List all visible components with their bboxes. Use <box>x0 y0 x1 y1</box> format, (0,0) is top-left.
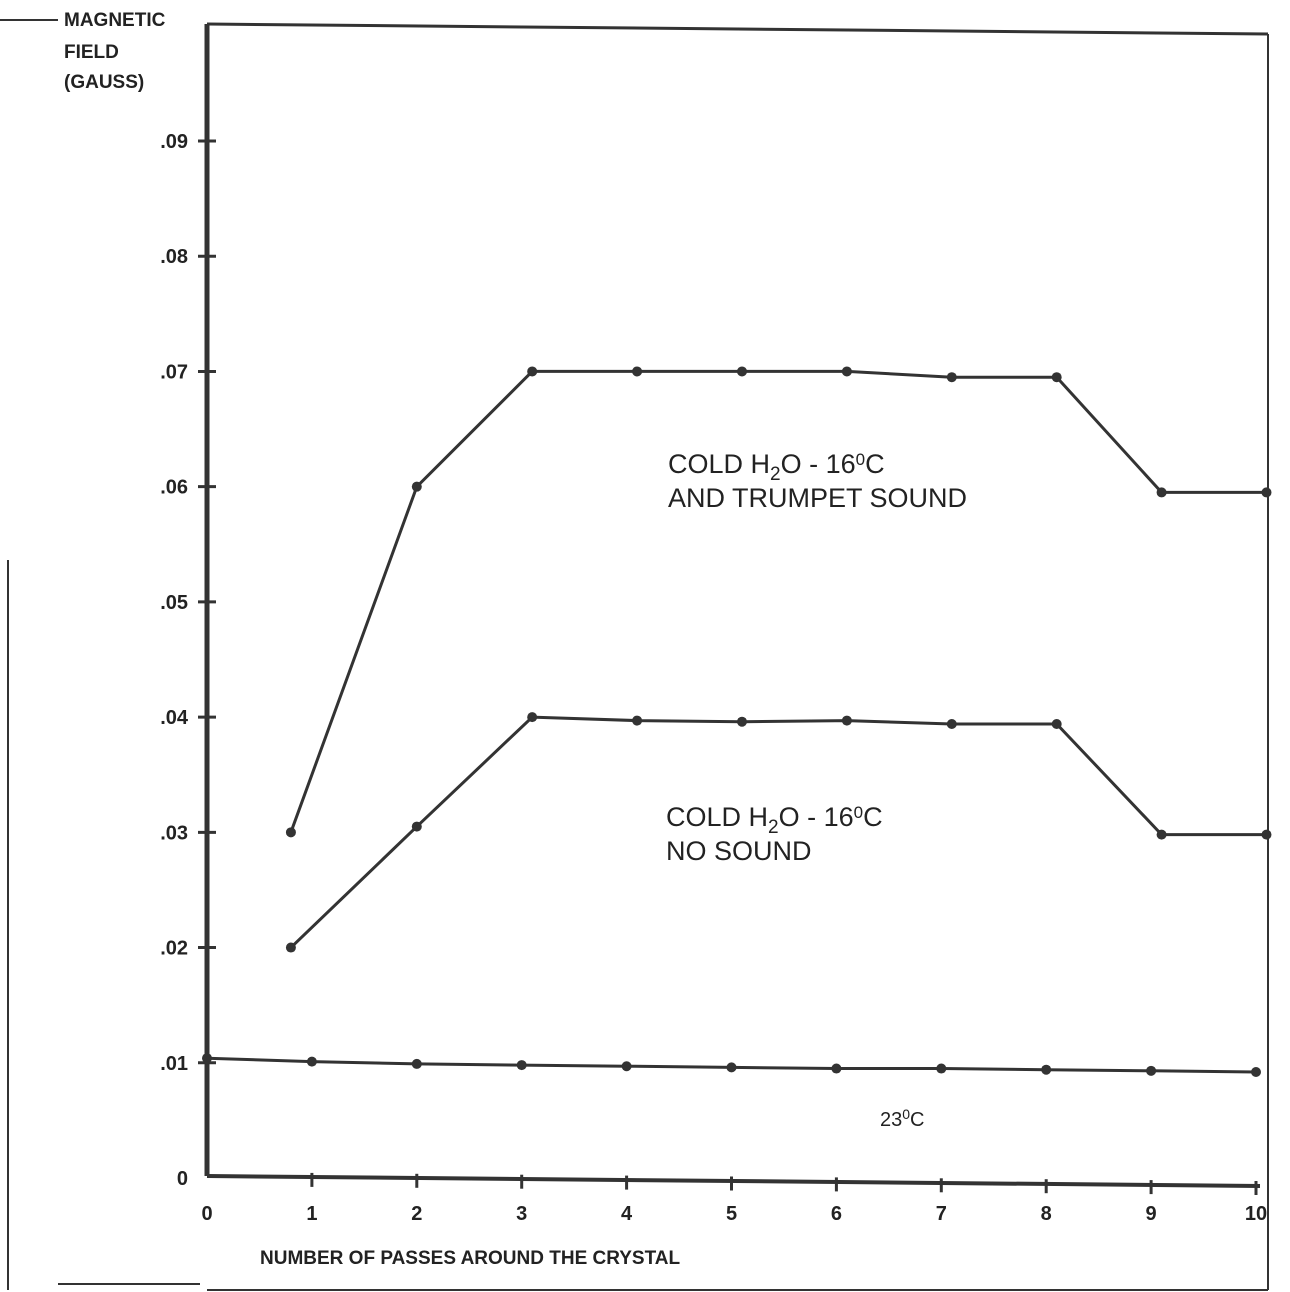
series-2-annotation-line-2: NO SOUND <box>666 836 812 866</box>
series-2-point <box>285 942 296 953</box>
series-1-point <box>736 366 747 377</box>
x-tick-label: 8 <box>1041 1203 1052 1225</box>
series-3-point <box>936 1063 947 1074</box>
x-tick-label: 10 <box>1245 1203 1267 1225</box>
y-tick-label: .09 <box>160 131 188 153</box>
series-3-point <box>516 1060 527 1071</box>
series-2-point <box>1051 719 1062 730</box>
series-2-point <box>1156 829 1167 840</box>
x-tick-label: 2 <box>411 1203 422 1225</box>
series-1-point <box>1156 487 1167 498</box>
x-tick-label: 5 <box>726 1203 737 1225</box>
series-1-point <box>841 366 852 377</box>
series-2-annotation-part-1: COLD H <box>666 802 768 832</box>
series-1-annotation: COLD H2O - 160C <box>668 449 885 485</box>
series-3-point <box>411 1058 422 1069</box>
series-2-line <box>289 715 1267 949</box>
y-tick-label: .06 <box>160 477 188 499</box>
series-3-point <box>202 1053 212 1064</box>
series-1-annotation-part-3: C <box>865 449 885 479</box>
x-tick-label: 3 <box>516 1203 527 1225</box>
series-1-point <box>1051 372 1062 383</box>
y-axis-title-line-1: MAGNETIC <box>64 10 166 31</box>
y-tick-label: .01 <box>160 1053 188 1075</box>
x-axis-title: NUMBER OF PASSES AROUND THE CRYSTAL <box>260 1248 681 1269</box>
series-1-point <box>632 366 643 377</box>
x-tick-label: 0 <box>201 1203 212 1225</box>
series-3-point <box>621 1061 632 1072</box>
y-axis-title-line-2: FIELD <box>64 42 119 63</box>
series-3-annotation: 230C <box>880 1106 925 1131</box>
x-ticks: 0 1 2 3 4 5 6 7 8 9 10 <box>201 1172 1267 1225</box>
series-2-point <box>527 712 538 723</box>
series-1-line <box>289 369 1267 833</box>
series-2-annotation-superscript: 0 <box>854 803 863 822</box>
series-1-annotation-part-2: O - 16 <box>781 449 856 479</box>
series-3-annotation-part-1: 23 <box>880 1109 902 1131</box>
series-1-annotation-subscript: 2 <box>770 464 781 485</box>
series-2-point <box>841 715 852 726</box>
series-2-point <box>946 719 957 730</box>
series-1-annotation-line-2: AND TRUMPET SOUND <box>668 483 967 513</box>
series-2-point <box>736 716 747 727</box>
series-3-point <box>1146 1065 1157 1076</box>
series-3-point <box>1041 1064 1052 1075</box>
series-1-point <box>946 372 957 383</box>
series-2-annotation-part-3: C <box>863 802 883 832</box>
x-tick-label: 9 <box>1146 1203 1157 1225</box>
y-tick-label: .08 <box>160 246 188 268</box>
series-3-point <box>726 1062 737 1073</box>
series-3-annotation-superscript: 0 <box>902 1106 910 1122</box>
series-2-point <box>1261 829 1272 840</box>
series-1-point <box>1261 487 1272 498</box>
y-tick-label: .07 <box>160 361 188 383</box>
series-2-point <box>411 821 422 832</box>
top-border-line <box>206 22 1269 36</box>
series-1-annotation-superscript: 0 <box>856 450 865 469</box>
x-tick-label: 1 <box>306 1203 317 1225</box>
y-axis-title-line-3: (GAUSS) <box>64 72 144 93</box>
series-2-annotation-part-2: O - 16 <box>779 802 854 832</box>
series-3-point <box>831 1063 842 1074</box>
series-1-point <box>285 827 296 838</box>
y-tick-label: .02 <box>160 938 188 960</box>
series <box>202 366 1272 1077</box>
series-1-point <box>527 366 538 377</box>
series-1-point <box>411 481 422 492</box>
y-tick-label: 0 <box>177 1168 188 1190</box>
x-tick-label: 6 <box>831 1203 842 1225</box>
series-3-point <box>306 1056 317 1067</box>
y-ticks: 0 .01 .02 .03 .04 .05 .06 .07 .08 .09 <box>160 131 216 1190</box>
series-2-annotation-subscript: 2 <box>768 817 779 838</box>
y-tick-label: .04 <box>160 707 189 729</box>
series-2-point <box>632 715 643 726</box>
x-axis-line <box>206 1174 1261 1188</box>
y-tick-label: .03 <box>160 822 188 844</box>
series-3-annotation-part-2: C <box>910 1109 924 1131</box>
x-tick-label: 7 <box>936 1203 947 1225</box>
x-tick-label: 4 <box>621 1203 633 1225</box>
y-tick-label: .05 <box>160 592 188 614</box>
series-3-point <box>1251 1066 1261 1077</box>
series-2-annotation: COLD H2O - 160C <box>666 802 883 838</box>
series-1-annotation-part-1: COLD H <box>668 449 770 479</box>
